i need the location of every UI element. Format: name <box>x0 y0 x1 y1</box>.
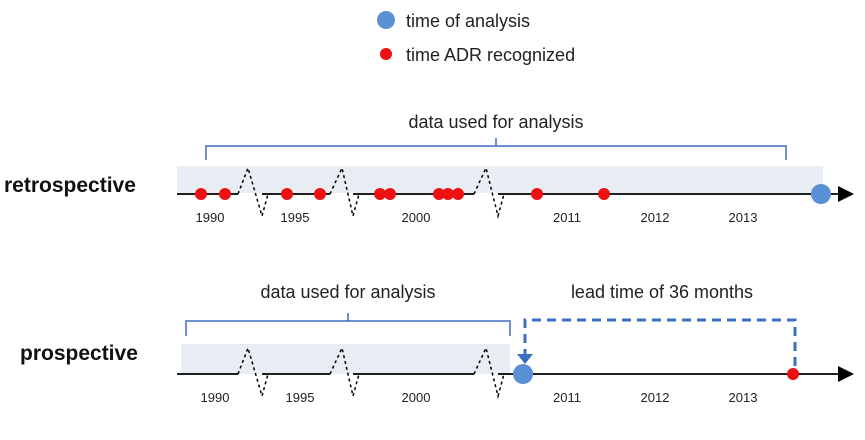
prospective-tick-1990: 1990 <box>201 390 230 405</box>
prospective-analysis-marker <box>513 364 533 384</box>
retrospective-tick-1995: 1995 <box>281 210 310 225</box>
retrospective-tick-2000: 2000 <box>402 210 431 225</box>
retrospective-row: retrospective data used for analysis 199… <box>4 112 854 225</box>
prospective-data-band <box>181 344 510 374</box>
legend-analysis-marker <box>377 11 395 29</box>
legend-adr-marker <box>380 48 392 60</box>
adr-marker <box>281 188 293 200</box>
adr-marker <box>374 188 386 200</box>
lead-time-start-triangle <box>517 354 533 364</box>
prospective-label: prospective <box>20 342 138 365</box>
prospective-row: prospective data used for analysis lead … <box>20 282 854 405</box>
retrospective-axis-arrowhead <box>838 186 854 202</box>
retrospective-label: retrospective <box>4 174 136 197</box>
legend: time of analysis time ADR recognized <box>377 11 575 65</box>
prospective-bracket-label: data used for analysis <box>260 282 435 302</box>
retrospective-analysis-marker <box>811 184 831 204</box>
adr-marker <box>433 188 445 200</box>
lead-time-label: lead time of 36 months <box>571 282 753 302</box>
adr-marker <box>598 188 610 200</box>
prospective-tick-2012: 2012 <box>641 390 670 405</box>
prospective-axis-breaks <box>237 345 505 399</box>
retrospective-bracket-label: data used for analysis <box>408 112 583 132</box>
prospective-bracket <box>185 313 511 336</box>
prospective-tick-2000: 2000 <box>402 390 431 405</box>
retrospective-tick-2011: 2011 <box>553 210 581 225</box>
retrospective-tick-1990: 1990 <box>196 210 225 225</box>
retrospective-data-band <box>177 166 823 193</box>
retrospective-axis-breaks <box>237 165 505 219</box>
adr-marker <box>442 188 454 200</box>
legend-adr-label: time ADR recognized <box>406 45 575 65</box>
retrospective-adr-markers <box>195 188 610 200</box>
retrospective-bracket <box>205 138 787 160</box>
adr-marker <box>314 188 326 200</box>
adr-marker <box>531 188 543 200</box>
retrospective-tick-2013: 2013 <box>729 210 758 225</box>
prospective-axis-arrowhead <box>838 366 854 382</box>
legend-analysis-label: time of analysis <box>406 11 530 31</box>
prospective-tick-2013: 2013 <box>729 390 758 405</box>
adr-marker <box>195 188 207 200</box>
prospective-adr-marker <box>787 368 799 380</box>
adr-marker <box>452 188 464 200</box>
adr-marker <box>384 188 396 200</box>
prospective-tick-1995: 1995 <box>286 390 315 405</box>
lead-time-bracket <box>523 318 797 370</box>
prospective-tick-2011: 2011 <box>553 390 581 405</box>
retrospective-tick-2012: 2012 <box>641 210 670 225</box>
adr-marker <box>219 188 231 200</box>
